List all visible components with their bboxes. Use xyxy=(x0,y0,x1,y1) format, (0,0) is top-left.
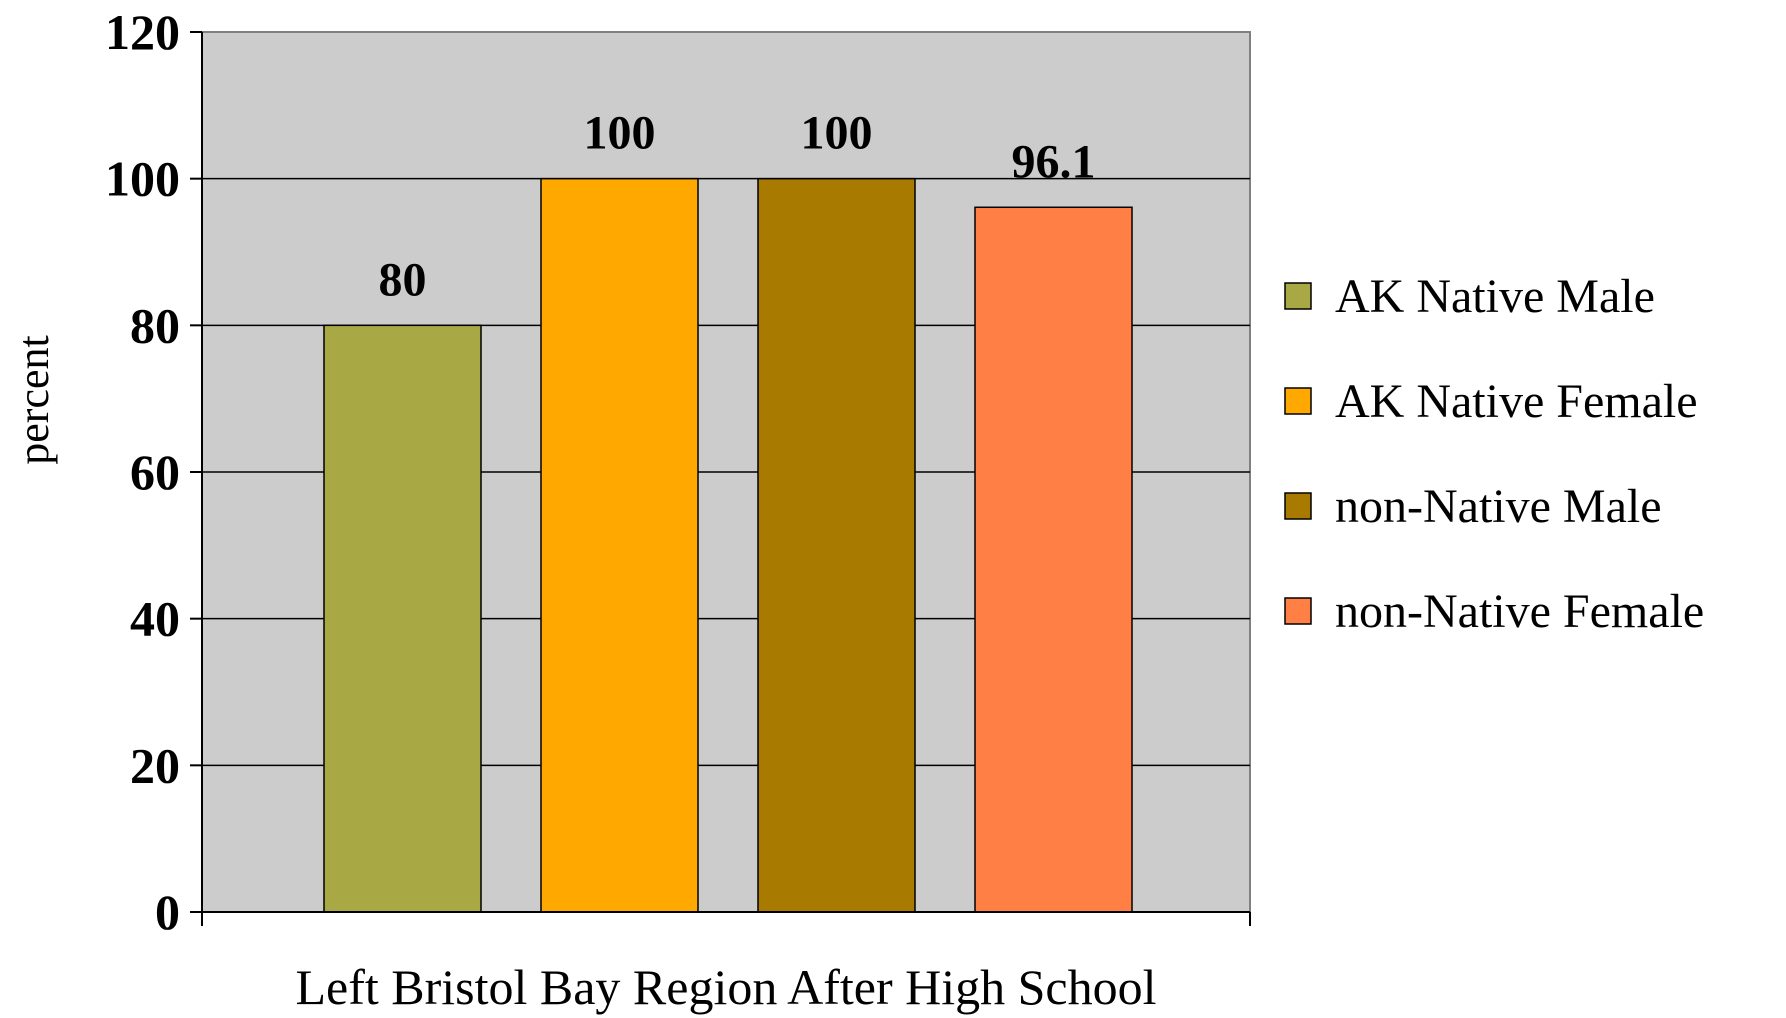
bars xyxy=(323,177,1133,913)
legend-label: AK Native Male xyxy=(1335,270,1655,323)
data-label: 96.1 xyxy=(1012,135,1096,188)
bar-non-native-female xyxy=(974,206,1133,913)
x-axis xyxy=(201,911,1251,926)
y-tick-label: 120 xyxy=(105,4,180,60)
data-label: 100 xyxy=(584,107,656,160)
legend-label: AK Native Female xyxy=(1335,375,1698,428)
y-tick-label: 40 xyxy=(130,591,180,647)
legend: AK Native Male AK Native Female non-Native… xyxy=(1284,270,1704,638)
y-axis: 0 20 40 60 80 100 120 xyxy=(105,4,203,940)
y-tick-label: 20 xyxy=(130,737,180,793)
legend-swatch xyxy=(1284,282,1312,310)
bar-non-native-male xyxy=(757,177,916,913)
legend-label: non-Native Female xyxy=(1335,585,1704,638)
y-axis-title: percent xyxy=(9,335,58,464)
data-labels: 80 100 100 96.1 xyxy=(379,107,1096,307)
y-tick-label: 60 xyxy=(130,444,180,500)
bar-ak-native-male xyxy=(323,324,482,913)
bar-ak-native-female xyxy=(540,177,699,913)
data-label: 80 xyxy=(379,253,427,306)
y-tick-label: 80 xyxy=(130,297,180,353)
category-label: Left Bristol Bay Region After High Schoo… xyxy=(295,959,1156,1015)
legend-label: non-Native Male xyxy=(1335,480,1662,533)
legend-swatch xyxy=(1284,597,1312,625)
legend-swatch xyxy=(1284,387,1312,415)
y-tick-label: 100 xyxy=(105,151,180,207)
y-tick-label: 0 xyxy=(155,884,180,940)
data-label: 100 xyxy=(801,107,873,160)
legend-swatch xyxy=(1284,492,1312,520)
